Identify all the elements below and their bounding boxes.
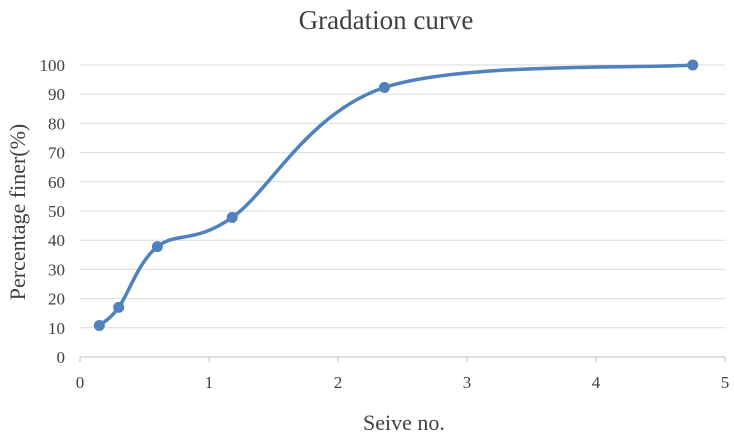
series-line-0 xyxy=(97,63,695,328)
chart-title: Gradation curve xyxy=(299,5,474,35)
x-axis-title: Seive no. xyxy=(363,410,445,435)
y-tick-label: 80 xyxy=(48,114,65,133)
y-tick-label: 30 xyxy=(48,260,65,279)
axes xyxy=(79,356,726,362)
y-tick-label: 100 xyxy=(40,56,66,75)
data-series xyxy=(93,59,699,331)
x-tick-label: 5 xyxy=(721,373,730,392)
x-tick-label: 0 xyxy=(76,373,85,392)
data-point xyxy=(378,81,390,93)
y-tick-label: 0 xyxy=(57,348,66,367)
x-tick-labels: 0 1 2 3 4 5 xyxy=(76,373,730,392)
x-tick-label: 4 xyxy=(592,373,601,392)
y-tick-label: 70 xyxy=(48,144,65,163)
data-point xyxy=(113,301,125,313)
gridlines xyxy=(80,64,725,329)
x-tick-label: 3 xyxy=(463,373,472,392)
y-axis-title: Percentage finer(%) xyxy=(5,124,30,301)
y-tick-label: 60 xyxy=(48,173,65,192)
x-tick-label: 2 xyxy=(334,373,343,392)
y-tick-label: 90 xyxy=(48,85,65,104)
y-tick-label: 20 xyxy=(48,290,65,309)
y-tick-label: 50 xyxy=(48,202,65,221)
x-tick-label: 1 xyxy=(205,373,214,392)
y-tick-label: 40 xyxy=(48,231,65,250)
data-point xyxy=(151,241,163,253)
y-tick-label: 10 xyxy=(48,319,65,338)
y-tick-labels: 0 10 20 30 40 50 60 70 80 90 100 xyxy=(40,56,66,367)
data-point xyxy=(93,319,105,331)
data-point xyxy=(226,211,238,223)
data-point xyxy=(687,59,699,71)
